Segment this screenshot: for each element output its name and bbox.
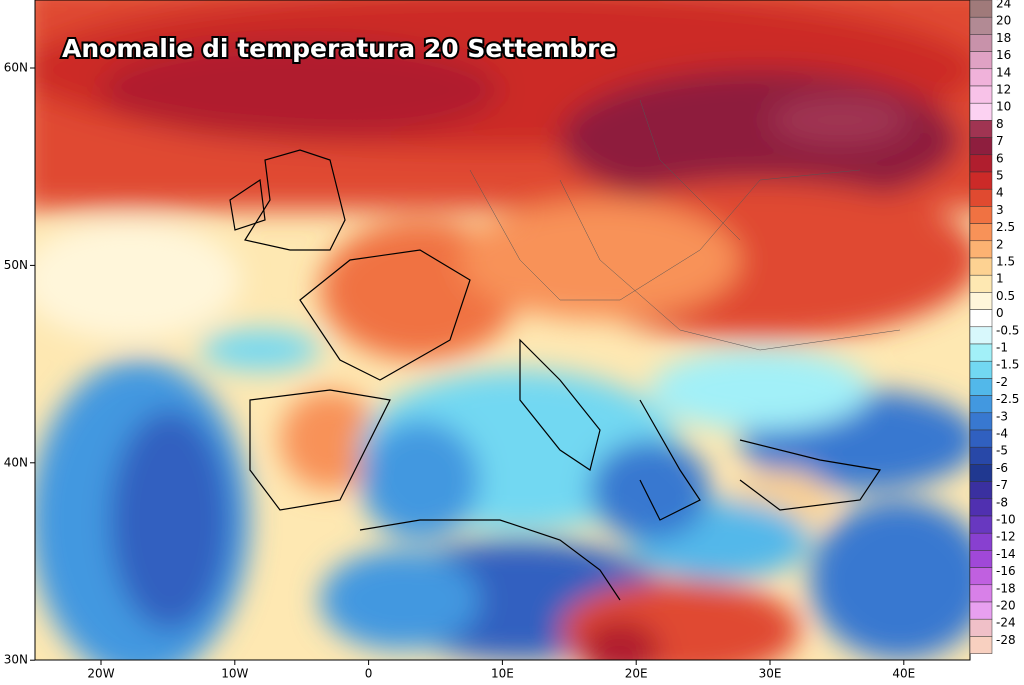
legend-swatch [969, 51, 993, 70]
legend-label: 4 [996, 186, 1004, 200]
legend-label: 18 [996, 31, 1011, 45]
legend-label: -2.5 [996, 392, 1019, 406]
legend-swatch [969, 481, 993, 500]
legend-swatch [969, 412, 993, 431]
lon-label: 20W [87, 667, 114, 681]
legend-label: -5 [996, 444, 1008, 458]
legend-swatch [969, 360, 993, 379]
legend-swatch [969, 102, 993, 121]
legend-swatch [969, 223, 993, 242]
legend-swatch [969, 515, 993, 534]
legend-label: 0.5 [996, 289, 1015, 303]
legend-label: -3 [996, 409, 1008, 423]
legend-label: 2 [996, 237, 1004, 251]
legend-label: 2.5 [996, 220, 1015, 234]
legend-label: 7 [996, 134, 1004, 148]
legend-swatch [969, 34, 993, 52]
legend-swatch [969, 292, 993, 310]
legend-swatch [969, 532, 993, 551]
legend-label: -1.5 [996, 358, 1019, 372]
legend-label: -8 [996, 495, 1008, 509]
legend-swatch [969, 550, 993, 568]
coastlines [229, 149, 882, 601]
legend-swatch [969, 309, 993, 328]
lon-label: 20E [625, 667, 648, 681]
lon-label: 10W [221, 667, 248, 681]
legend-label: 0 [996, 306, 1004, 320]
lat-label: 30N [4, 653, 28, 667]
legend-label: -16 [996, 564, 1016, 578]
legend-swatch [969, 206, 993, 224]
legend-swatch [969, 498, 993, 517]
legend-label: 1.5 [996, 255, 1015, 269]
lon-label: 10E [491, 667, 514, 681]
legend-swatch [969, 171, 993, 190]
axes: 60N 50N 40N 30N 20W 10W 0 10E 20E 30E 40E [4, 61, 915, 681]
legend-swatch [969, 274, 993, 293]
borders [469, 99, 901, 351]
legend-swatch [969, 343, 993, 362]
legend-label: -4 [996, 427, 1008, 441]
legend-label: -1 [996, 341, 1008, 355]
lat-label: 40N [4, 455, 28, 469]
legend-swatch [969, 464, 993, 482]
legend-swatch [969, 154, 993, 173]
legend-swatch [969, 85, 993, 104]
map-title: Anomalie di temperatura 20 Settembre [62, 34, 616, 63]
legend-swatch [969, 636, 993, 654]
color-legend: 24 20 18 16 14 12 10 8 7 6 5 4 3 2.5 2 1.5 1 0.5 0 -0.5 -1 -1… [969, 0, 1019, 654]
legend-label: -18 [996, 581, 1016, 595]
lon-label: 0 [365, 667, 373, 681]
legend-label: 8 [996, 117, 1004, 131]
legend-swatch [969, 567, 993, 586]
legend-label: -28 [996, 633, 1016, 647]
legend-label: 5 [996, 169, 1004, 183]
legend-swatch [969, 120, 993, 138]
map-field [35, 0, 970, 660]
legend-swatch [969, 16, 993, 35]
legend-label: 3 [996, 203, 1004, 217]
lat-label: 60N [4, 61, 28, 75]
legend-swatch [969, 326, 993, 345]
legend-swatch [969, 0, 993, 18]
legend-label: -24 [996, 616, 1016, 630]
legend-swatch [969, 137, 993, 156]
legend-swatch [969, 446, 993, 465]
lon-label: 40E [892, 667, 915, 681]
legend-label: 16 [996, 48, 1011, 62]
legend-swatch [969, 395, 993, 414]
legend-swatch [969, 257, 993, 276]
legend-label: 14 [996, 65, 1011, 79]
legend-label: 20 [996, 14, 1011, 28]
legend-swatch [969, 601, 993, 620]
legend-label: -7 [996, 478, 1008, 492]
legend-label: 6 [996, 151, 1004, 165]
legend-label: -20 [996, 599, 1016, 613]
lon-label: 30E [759, 667, 782, 681]
legend-swatch [969, 429, 993, 448]
legend-label: -10 [996, 513, 1016, 527]
legend-label: -14 [996, 547, 1016, 561]
lat-label: 50N [4, 258, 28, 272]
legend-label: -0.5 [996, 323, 1019, 337]
legend-label: -6 [996, 461, 1008, 475]
legend-swatch [969, 378, 993, 396]
legend-label: -2 [996, 375, 1008, 389]
legend-swatch [969, 68, 993, 87]
legend-swatch [969, 188, 993, 207]
legend-label: -12 [996, 530, 1016, 544]
legend-label: 1 [996, 272, 1004, 286]
legend-swatch [969, 584, 993, 603]
legend-label: 24 [996, 0, 1011, 11]
legend-label: 12 [996, 83, 1011, 97]
legend-label: 10 [996, 100, 1011, 114]
legend-swatch [969, 618, 993, 637]
legend-swatch [969, 240, 993, 259]
